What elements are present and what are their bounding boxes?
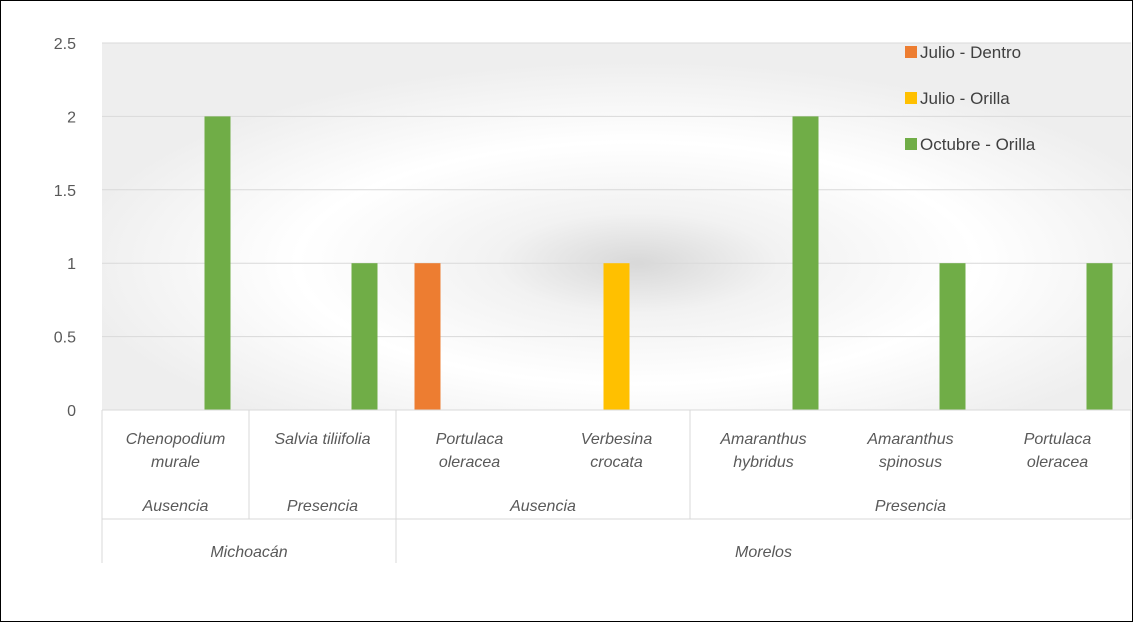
group-label: Ausencia xyxy=(142,498,209,515)
category-label: Amaranthus hybridus xyxy=(719,431,806,471)
x-axis: Chenopodium murale Salvia tiliifolia Portul… xyxy=(101,409,1132,563)
y-tick-label: 1.5 xyxy=(54,183,76,200)
bar xyxy=(603,263,630,410)
y-tick-label: 0 xyxy=(67,403,76,420)
bar xyxy=(1086,263,1113,410)
bars xyxy=(204,116,1113,411)
y-axis: 0 0.5 1 1.5 2 2.5 xyxy=(54,36,76,420)
y-tick-label: 2.5 xyxy=(54,36,76,53)
legend-label: Julio - Dentro xyxy=(920,43,1021,62)
y-tick-label: 2 xyxy=(67,109,76,126)
category-label: Verbesina crocata xyxy=(581,431,653,471)
bar xyxy=(204,116,231,411)
category-label: Portulaca oleracea xyxy=(436,431,504,471)
legend-swatch xyxy=(905,46,917,58)
region-label: Michoacán xyxy=(210,544,287,561)
bar xyxy=(792,116,819,411)
bar xyxy=(939,263,966,410)
group-label: Presencia xyxy=(875,498,946,515)
legend-swatch xyxy=(905,92,917,104)
group-label: Ausencia xyxy=(509,498,576,515)
y-tick-label: 1 xyxy=(67,256,76,273)
group-label: Presencia xyxy=(287,498,358,515)
legend-swatch xyxy=(905,138,917,150)
legend-label: Julio - Orilla xyxy=(920,89,1010,108)
y-tick-label: 0.5 xyxy=(54,330,76,347)
category-label: Portulaca oleracea xyxy=(1024,431,1092,471)
bar xyxy=(351,263,378,410)
category-label: Amaranthus spinosus xyxy=(866,431,953,471)
category-label: Salvia tiliifolia xyxy=(274,431,370,448)
legend: Julio - Dentro Julio - Orilla Octubre - Or… xyxy=(905,43,1036,154)
legend-label: Octubre - Orilla xyxy=(920,135,1036,154)
bar xyxy=(414,263,441,410)
region-label: Morelos xyxy=(735,544,792,561)
category-label: Chenopodium murale xyxy=(126,431,226,471)
